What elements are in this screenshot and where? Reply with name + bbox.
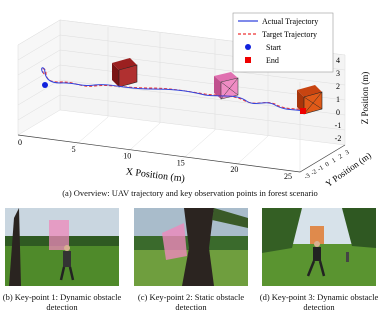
end-marker [300,108,306,114]
caption-a: (a) Overview: UAV trajectory and key obs… [62,188,318,198]
y-tick-label: 0 [324,161,330,169]
legend-label: End [266,56,279,65]
z-tick-label: 0 [336,108,340,117]
x-tick-label: 0 [18,138,22,147]
y-tick-label: 2 [337,153,343,161]
y-tick-label: 1 [331,157,337,165]
x-tick-label: 25 [284,172,292,181]
legend-label: Start [266,43,282,52]
start-marker [42,82,48,88]
z-tick-label: 3 [336,69,340,78]
legend-label: Actual Trajectory [262,17,318,26]
y-tick-label: 3 [344,149,350,157]
photo-keypoint-1 [5,208,119,286]
caption-c: (c) Key-point 2: Static obstacle detecti… [137,292,245,312]
z-tick-label: 2 [336,82,340,91]
actual-trajectory [41,67,304,112]
x-tick-label: 20 [230,165,238,174]
caption-d: (d) Key-point 3: Dynamic obstacle detect… [259,292,379,312]
z-tick-label: 1 [336,95,340,104]
z-axis-label: Z Position (m) [360,72,370,125]
photo-keypoint-2 [134,208,248,286]
legend-label: Target Trajectory [262,30,317,39]
y-tick-label: -1 [316,164,324,173]
x-tick-label: 5 [72,145,76,154]
x-axis-label: X Position (m) [125,166,185,184]
y-tick-label: -2 [310,168,318,177]
legend [232,12,334,73]
x-tick-label: 10 [123,152,131,161]
caption-b: (b) Key-point 1: Dynamic obstacle detect… [2,292,122,312]
x-tick-label: 15 [177,158,185,167]
axis-line [17,134,346,173]
obstacle-cubes [112,58,323,115]
z-tick-label: -1 [335,121,342,130]
z-tick-label: 4 [336,56,340,65]
y-tick-label: -3 [303,172,311,181]
photo-keypoint-3 [262,208,376,286]
z-tick-label: -2 [335,134,342,143]
